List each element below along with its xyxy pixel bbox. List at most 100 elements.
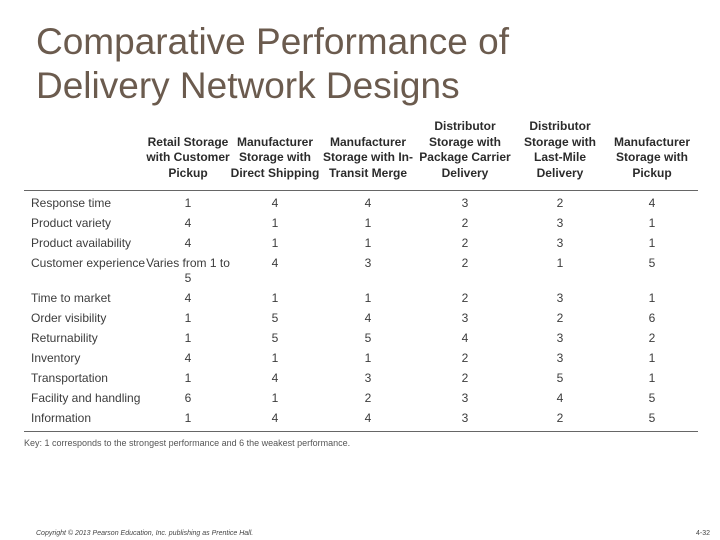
table-cell: 5 (648, 256, 656, 270)
performance-table: Retail Storage with Customer Pickup Manu… (24, 119, 698, 451)
table-cell: 4 (271, 256, 279, 270)
table-cell: 1 (648, 351, 656, 365)
table-cell: 1 (364, 351, 372, 365)
table-cell: 4 (271, 411, 279, 425)
table-cell: 4 (364, 311, 372, 325)
table-cell: 5 (364, 331, 372, 345)
table-cell: 4 (184, 216, 192, 230)
table-key-row: Key: 1 corresponds to the strongest perf… (24, 431, 698, 451)
table-cell: 5 (648, 411, 656, 425)
table-cell: 1 (648, 371, 656, 385)
table-cell: 2 (556, 196, 564, 210)
table-row: Transportation 1 4 3 2 5 1 (24, 369, 698, 389)
table-row: Information 1 4 4 3 2 5 (24, 409, 698, 432)
table-key-note: Key: 1 corresponds to the strongest perf… (24, 431, 698, 451)
table-cell: 1 (184, 311, 192, 325)
table-cell: 5 (271, 331, 279, 345)
table-cell: 1 (648, 216, 656, 230)
column-header-distributor-last-mile: Distributor Storage with Last-Mile Deliv… (514, 119, 606, 191)
table-cell: 4 (184, 351, 192, 365)
table-cell: 1 (364, 216, 372, 230)
slide-title: Comparative Performance of Delivery Netw… (36, 20, 696, 108)
slide-title-line-1: Comparative Performance of (36, 21, 509, 62)
row-label: Order visibility (31, 311, 107, 325)
table-cell: 1 (184, 196, 192, 210)
footer-copyright: Copyright © 2013 Pearson Education, Inc.… (36, 530, 254, 537)
table-row: Product availability 4 1 1 2 3 1 (24, 234, 698, 254)
row-label: Returnability (31, 331, 98, 345)
table-cell: 3 (556, 291, 564, 305)
row-label: Facility and handling (31, 391, 141, 405)
row-label: Information (31, 411, 92, 425)
table-cell: 2 (461, 236, 469, 250)
table-cell: 2 (556, 311, 564, 325)
column-header-manufacturer-pickup: Manufacturer Storage with Pickup (606, 119, 698, 191)
table-cell: 3 (556, 216, 564, 230)
table-cell: 1 (271, 216, 279, 230)
table-cell: 5 (556, 371, 564, 385)
table-cell: Varies from 1 to 5 (146, 256, 230, 285)
table-cell: 1 (271, 391, 279, 405)
table-cell: 2 (461, 256, 469, 270)
row-label: Transportation (31, 371, 108, 385)
table-cell: 3 (461, 391, 469, 405)
table-cell: 1 (271, 236, 279, 250)
table-cell: 2 (648, 331, 656, 345)
table-cell: 4 (271, 371, 279, 385)
column-header-blank (24, 119, 146, 191)
table-cell: 3 (556, 351, 564, 365)
table-cell: 1 (184, 371, 192, 385)
table-cell: 1 (648, 236, 656, 250)
table-row: Time to market 4 1 1 2 3 1 (24, 289, 698, 309)
row-label: Response time (31, 196, 112, 210)
table-cell: 5 (271, 311, 279, 325)
row-label: Inventory (31, 351, 81, 365)
table-cell: 6 (648, 311, 656, 325)
table-cell: 2 (461, 216, 469, 230)
table-cell: 2 (364, 391, 372, 405)
table-cell: 1 (184, 411, 192, 425)
table-cell: 1 (271, 291, 279, 305)
column-header-retail-storage-customer-pickup: Retail Storage with Customer Pickup (146, 119, 230, 191)
table-cell: 2 (461, 371, 469, 385)
row-label: Product variety (31, 216, 112, 230)
table-row: Order visibility 1 5 4 3 2 6 (24, 309, 698, 329)
table-cell: 4 (184, 236, 192, 250)
table-cell: 1 (364, 291, 372, 305)
table-cell: 1 (184, 331, 192, 345)
table-cell: 4 (364, 196, 372, 210)
row-label: Product availability (31, 236, 132, 250)
table-cell: 4 (461, 331, 469, 345)
table-cell: 4 (648, 196, 656, 210)
table-cell: 2 (461, 291, 469, 305)
table-cell: 2 (461, 351, 469, 365)
table-row: Inventory 4 1 1 2 3 1 (24, 349, 698, 369)
table-cell: 4 (364, 411, 372, 425)
row-label: Customer experience (31, 256, 146, 270)
table-cell: 1 (364, 236, 372, 250)
column-header-manufacturer-direct-shipping: Manufacturer Storage with Direct Shippin… (230, 119, 320, 191)
table-cell: 3 (556, 331, 564, 345)
table-cell: 4 (556, 391, 564, 405)
table-cell: 2 (556, 411, 564, 425)
table-cell: 3 (364, 256, 372, 270)
footer-page-number: 4-32 (695, 530, 710, 537)
column-header-manufacturer-in-transit-merge: Manufacturer Storage with In-Transit Mer… (320, 119, 416, 191)
table-cell: 5 (648, 391, 656, 405)
table-cell: 4 (184, 291, 192, 305)
table-cell: 1 (271, 351, 279, 365)
table-row: Returnability 1 5 5 4 3 2 (24, 329, 698, 349)
table-cell: 3 (556, 236, 564, 250)
table-cell: 3 (461, 311, 469, 325)
table-row: Product variety 4 1 1 2 3 1 (24, 214, 698, 234)
table-cell: 1 (556, 256, 564, 270)
table-cell: 4 (271, 196, 279, 210)
table-header-row: Retail Storage with Customer Pickup Manu… (24, 119, 698, 191)
table-row: Customer experience Varies from 1 to 5 4… (24, 254, 698, 289)
table-cell: 3 (364, 371, 372, 385)
row-label: Time to market (31, 291, 111, 305)
slide-title-line-2: Delivery Network Designs (36, 65, 460, 106)
table-row: Facility and handling 6 1 2 3 4 5 (24, 389, 698, 409)
table-cell: 3 (461, 196, 469, 210)
column-header-distributor-package-carrier: Distributor Storage with Package Carrier… (416, 119, 514, 191)
